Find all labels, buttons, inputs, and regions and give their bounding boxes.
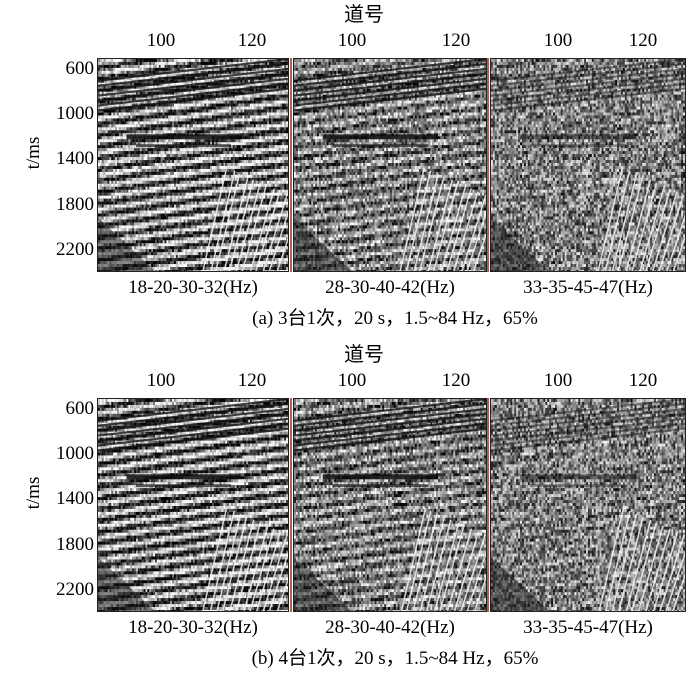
trace-number-axis-title: 道号 <box>334 344 394 366</box>
seismic-image-2 <box>294 399 486 611</box>
figure-a-caption: (a) 3台1次，20 s，1.5~84 Hz，65% <box>100 307 690 331</box>
figure-b: 道号 100 120 100 120 100 120 t/ms 600 1000… <box>0 340 700 678</box>
x-tick-120-panel-2: 120 <box>426 30 486 52</box>
panel-separator <box>290 398 292 612</box>
figure-a: 道号 100 120 100 120 100 120 t/ms 600 1000… <box>0 0 700 338</box>
seismic-image-1 <box>98 399 288 611</box>
x-tick-100-panel-2: 100 <box>322 370 382 392</box>
seismic-panel-1 <box>97 58 289 272</box>
y-tick-600: 600 <box>30 58 95 80</box>
figure-b-caption: (b) 4台1次，20 s，1.5~84 Hz，65% <box>100 647 690 671</box>
x-tick-100-panel-1: 100 <box>131 30 191 52</box>
x-tick-100-panel-3: 100 <box>528 370 588 392</box>
panel-3-frequency-label: 33-35-45-47(Hz) <box>488 617 688 639</box>
y-tick-1400: 1400 <box>30 488 94 510</box>
y-tick-1800: 1800 <box>30 534 94 556</box>
x-tick-120-panel-2: 120 <box>426 370 486 392</box>
x-tick-120-panel-1: 120 <box>222 30 282 52</box>
panel-2-frequency-label: 28-30-40-42(Hz) <box>290 277 490 299</box>
x-tick-120-panel-3: 120 <box>613 30 673 52</box>
x-tick-100-panel-3: 100 <box>528 30 588 52</box>
y-tick-1000: 1000 <box>30 103 94 125</box>
trace-number-axis-title: 道号 <box>334 4 394 26</box>
y-tick-600: 600 <box>30 398 95 420</box>
y-tick-2200: 2200 <box>30 239 94 261</box>
x-tick-120-panel-3: 120 <box>613 370 673 392</box>
panel-separator <box>290 58 292 272</box>
y-tick-1400: 1400 <box>30 148 94 170</box>
x-tick-100-panel-1: 100 <box>131 370 191 392</box>
seismic-panel-3 <box>490 58 686 272</box>
panel-1-frequency-label: 18-20-30-32(Hz) <box>93 277 293 299</box>
panel-1-frequency-label: 18-20-30-32(Hz) <box>93 617 293 639</box>
panel-3-frequency-label: 33-35-45-47(Hz) <box>488 277 688 299</box>
seismic-image-1 <box>98 59 288 271</box>
seismic-image-3 <box>491 399 685 611</box>
panel-separator <box>487 58 489 272</box>
panel-separator <box>487 398 489 612</box>
panel-2-frequency-label: 28-30-40-42(Hz) <box>290 617 490 639</box>
seismic-panel-2 <box>293 58 487 272</box>
seismic-image-3 <box>491 59 685 271</box>
y-tick-1000: 1000 <box>30 443 94 465</box>
seismic-panel-1 <box>97 398 289 612</box>
y-tick-2200: 2200 <box>30 579 94 601</box>
seismic-image-2 <box>294 59 486 271</box>
y-tick-1800: 1800 <box>30 194 94 216</box>
x-tick-120-panel-1: 120 <box>222 370 282 392</box>
x-tick-100-panel-2: 100 <box>322 30 382 52</box>
seismic-panel-2 <box>293 398 487 612</box>
seismic-panel-3 <box>490 398 686 612</box>
